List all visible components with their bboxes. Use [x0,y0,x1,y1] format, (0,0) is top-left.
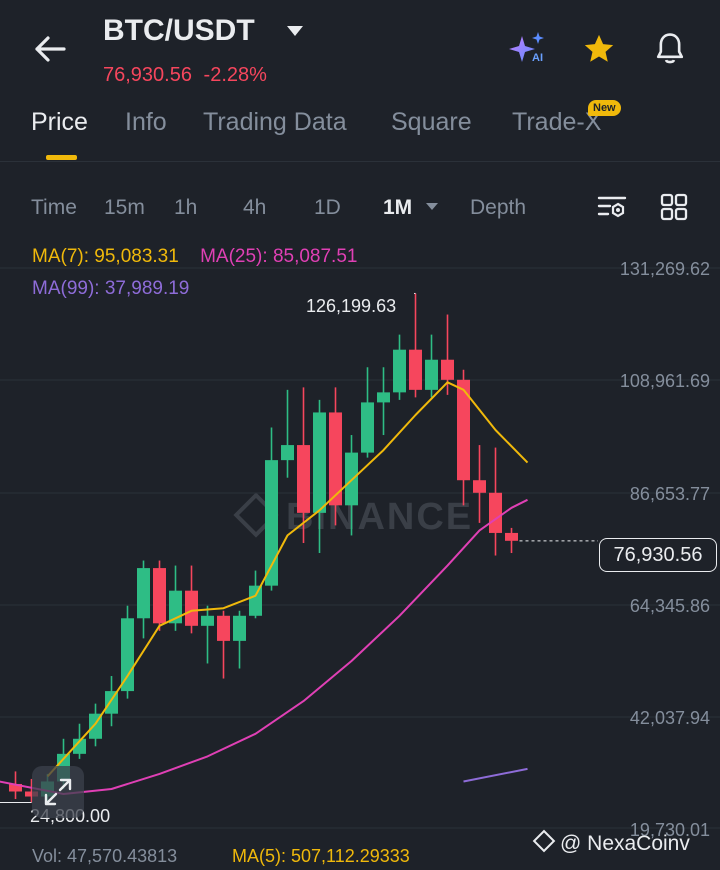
last-price-tag: 76,930.56 [599,538,717,572]
ma25-legend: MA(25): 85,087.51 [200,246,358,267]
candle-body [393,349,406,393]
candle-body [457,379,470,481]
ma99-legend: MA(99): 37,989.19 [32,278,190,299]
candle-body [489,492,502,533]
candle-body [409,349,422,390]
tab-square[interactable]: Square [391,108,472,136]
candle-body [25,791,38,797]
price-change: -2.28% [203,64,267,86]
favorite-star-icon[interactable] [580,30,618,68]
active-tab-indicator [46,155,77,160]
candle-body [153,568,166,624]
candle-body [233,615,246,641]
credit-logo-icon [532,829,556,853]
last-price: 76,930.56 [103,64,192,86]
price-axis-label: 86,653.77 [629,484,710,504]
candle-body [281,445,294,461]
interval-time[interactable]: Time [31,196,77,219]
interval-15m[interactable]: 15m [104,196,145,219]
candle-body [361,402,374,453]
candle-body [425,359,438,390]
interval-4h[interactable]: 4h [243,196,267,219]
tabs-divider [0,161,720,162]
candle-body [313,412,326,513]
expand-chart-icon[interactable] [32,766,84,818]
interval-1d[interactable]: 1D [314,196,341,219]
interval-1m[interactable]: 1M [383,196,413,219]
tab-trading-data[interactable]: Trading Data [203,108,347,136]
candle-body [185,590,198,626]
candle-body [441,359,454,380]
back-arrow-icon[interactable] [30,32,70,66]
price-row: 76,930.56 -2.28% [103,64,267,87]
layout-grid-icon[interactable] [656,190,692,224]
ma7-legend: MA(7): 95,083.31 [32,246,179,267]
ma-legend-row-2: MA(99): 37,989.19 [32,278,189,300]
ma99-line [463,767,528,783]
candle-body [329,412,342,506]
price-axis-label: 19,730.01 [629,820,710,840]
ai-label: AI [532,52,543,64]
main-tabs: Price Info Trading Data Square Trade-X [0,108,720,160]
price-axis-label: 131,269.62 [619,259,710,279]
candle-body [217,615,230,641]
ma25-line [0,498,528,795]
indicator-settings-icon[interactable] [594,190,630,224]
ai-sparkle-icon[interactable]: AI [508,30,550,68]
tab-price[interactable]: Price [31,108,88,136]
candle-body [169,590,182,624]
interval-dropdown-icon[interactable] [426,203,438,210]
candle-body [265,460,278,586]
volume-ma5-label: MA(5): 507,112.29333 [232,846,410,866]
candle-body [249,585,262,616]
price-axis-label: 42,037.94 [629,708,710,728]
tab-info[interactable]: Info [125,108,167,136]
alert-bell-icon[interactable] [650,30,690,68]
price-axis-label: 64,345.86 [629,596,710,616]
candle-body [377,392,390,403]
candle-body [121,618,134,692]
new-badge: New [588,100,621,116]
pair-dropdown-caret-icon[interactable] [287,26,303,36]
candle-body [297,445,310,513]
ma-legend-row-1: MA(7): 95,083.31 MA(25): 85,087.51 [32,246,357,268]
candle-body [201,615,214,626]
price-chart[interactable] [0,230,720,840]
candle-body [73,738,86,754]
pair-title[interactable]: BTC/USDT [103,14,255,47]
candle-body [473,480,486,493]
credit-text: @ NexaCoinv [560,832,690,855]
ma7-line [46,381,529,778]
tab-trade-x[interactable]: Trade-X [512,108,602,136]
volume-label: Vol: 47,570.43813 [32,846,178,866]
interval-1h[interactable]: 1h [174,196,198,219]
candle-body [505,532,518,541]
high-price-label: 126,199.63 [306,296,397,316]
candle-body [137,568,150,619]
candle-body [9,783,22,792]
credit: @ NexaCoinv [532,829,690,856]
price-axis-label: 108,961.69 [619,371,710,391]
interval-depth[interactable]: Depth [470,196,527,219]
